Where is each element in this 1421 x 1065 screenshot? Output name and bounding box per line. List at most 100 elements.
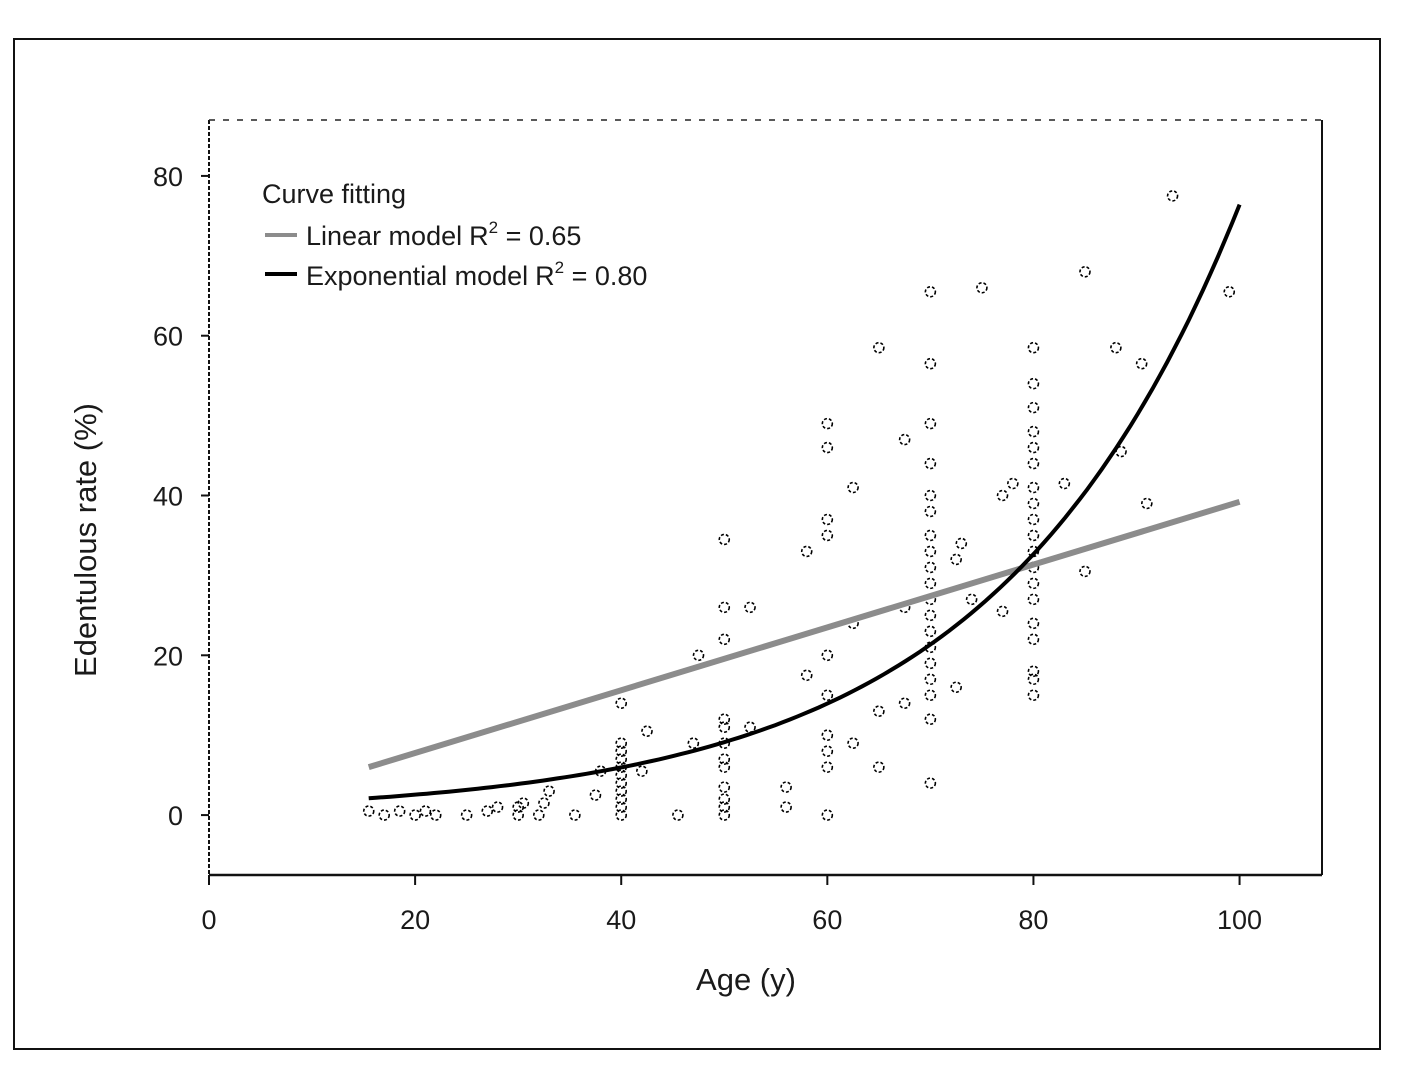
x-tick-label: 20 xyxy=(400,905,430,935)
data-point xyxy=(378,809,390,821)
data-point xyxy=(718,781,731,793)
data-point xyxy=(924,285,937,298)
data-point xyxy=(615,777,628,789)
data-point xyxy=(800,669,813,682)
data-point xyxy=(924,357,937,370)
y-tick-label: 0 xyxy=(168,801,183,831)
figure-border xyxy=(13,38,1381,1050)
data-point xyxy=(924,625,937,638)
y-tick-label: 60 xyxy=(153,322,183,352)
x-tick-label: 0 xyxy=(201,905,216,935)
y-tick-label: 40 xyxy=(153,482,183,512)
data-point xyxy=(393,805,406,817)
data-point xyxy=(615,769,628,781)
data-point xyxy=(718,801,731,813)
x-tick-label: 60 xyxy=(812,905,842,935)
data-point xyxy=(1223,285,1236,298)
data-point xyxy=(996,605,1009,618)
data-point xyxy=(419,805,432,817)
x-tick-label: 100 xyxy=(1217,905,1262,935)
legend-label-exponential: Exponential model R2 = 0.80 xyxy=(306,258,647,291)
data-point xyxy=(821,689,834,702)
data-point xyxy=(950,681,962,694)
data-point xyxy=(821,417,834,430)
data-point xyxy=(780,801,792,813)
plot-area xyxy=(208,119,1323,877)
data-point xyxy=(1027,341,1040,354)
data-point xyxy=(1027,457,1040,470)
data-point xyxy=(615,809,628,821)
data-point xyxy=(429,809,442,821)
data-point xyxy=(1058,477,1071,490)
data-point xyxy=(615,753,628,765)
data-point xyxy=(821,441,834,454)
data-point xyxy=(718,533,731,546)
data-point xyxy=(641,725,653,737)
data-point xyxy=(543,785,555,797)
data-point xyxy=(1110,341,1122,354)
data-point xyxy=(965,593,978,606)
data-point xyxy=(718,713,731,726)
legend-exp-name: Exponential model xyxy=(306,261,528,291)
data-point xyxy=(517,797,530,809)
data-point xyxy=(924,489,937,502)
x-ticks: 0 20 40 60 80 100 xyxy=(201,875,1262,935)
data-point xyxy=(1166,190,1179,202)
y-tick-label: 20 xyxy=(153,641,183,671)
data-point xyxy=(873,705,885,718)
data-point xyxy=(1027,577,1040,590)
data-point xyxy=(718,601,731,614)
data-point xyxy=(924,673,937,686)
data-point xyxy=(1027,617,1040,630)
data-point xyxy=(924,529,937,542)
data-point xyxy=(821,729,834,741)
y-tick-label: 80 xyxy=(153,162,183,192)
data-point xyxy=(481,805,494,817)
data-point xyxy=(491,801,504,813)
legend: Curve fitting Linear model R2 = 0.65 Expo… xyxy=(262,179,647,291)
data-point xyxy=(1027,425,1040,438)
legend-linear-value: = 0.65 xyxy=(498,221,581,251)
data-point xyxy=(955,537,968,550)
y-ticks: 0 20 40 60 80 xyxy=(153,162,209,831)
data-point xyxy=(718,753,731,765)
data-point xyxy=(687,737,700,749)
data-point xyxy=(615,737,628,749)
data-point xyxy=(615,785,628,797)
data-point xyxy=(950,553,962,566)
legend-exp-value: = 0.80 xyxy=(564,261,647,291)
data-point xyxy=(1007,477,1019,490)
data-point xyxy=(1027,689,1040,702)
legend-linear-r: R xyxy=(469,221,489,251)
data-point xyxy=(1027,401,1040,414)
data-point xyxy=(976,281,988,294)
data-point xyxy=(1027,593,1040,606)
data-point xyxy=(718,721,731,733)
data-point xyxy=(744,721,756,733)
data-point xyxy=(718,761,731,773)
data-point xyxy=(538,797,550,809)
data-point xyxy=(1079,265,1091,278)
data-point xyxy=(847,737,859,749)
data-point xyxy=(873,341,885,354)
legend-exp-sup: 2 xyxy=(555,258,564,277)
data-point xyxy=(1027,497,1040,510)
data-point xyxy=(924,609,937,622)
data-point xyxy=(821,745,834,757)
data-point xyxy=(1079,565,1091,578)
data-point xyxy=(512,809,524,821)
x-tick-label: 40 xyxy=(606,905,636,935)
data-point xyxy=(589,789,602,801)
x-axis-title: Age (y) xyxy=(696,962,796,997)
data-point xyxy=(924,545,937,558)
data-point xyxy=(847,481,859,494)
data-point xyxy=(1027,513,1040,526)
data-point xyxy=(1027,377,1040,390)
data-point xyxy=(924,417,937,430)
legend-title: Curve fitting xyxy=(262,179,406,209)
data-point xyxy=(718,793,731,805)
data-point xyxy=(780,781,792,793)
data-point xyxy=(569,809,581,821)
data-point xyxy=(821,529,834,542)
